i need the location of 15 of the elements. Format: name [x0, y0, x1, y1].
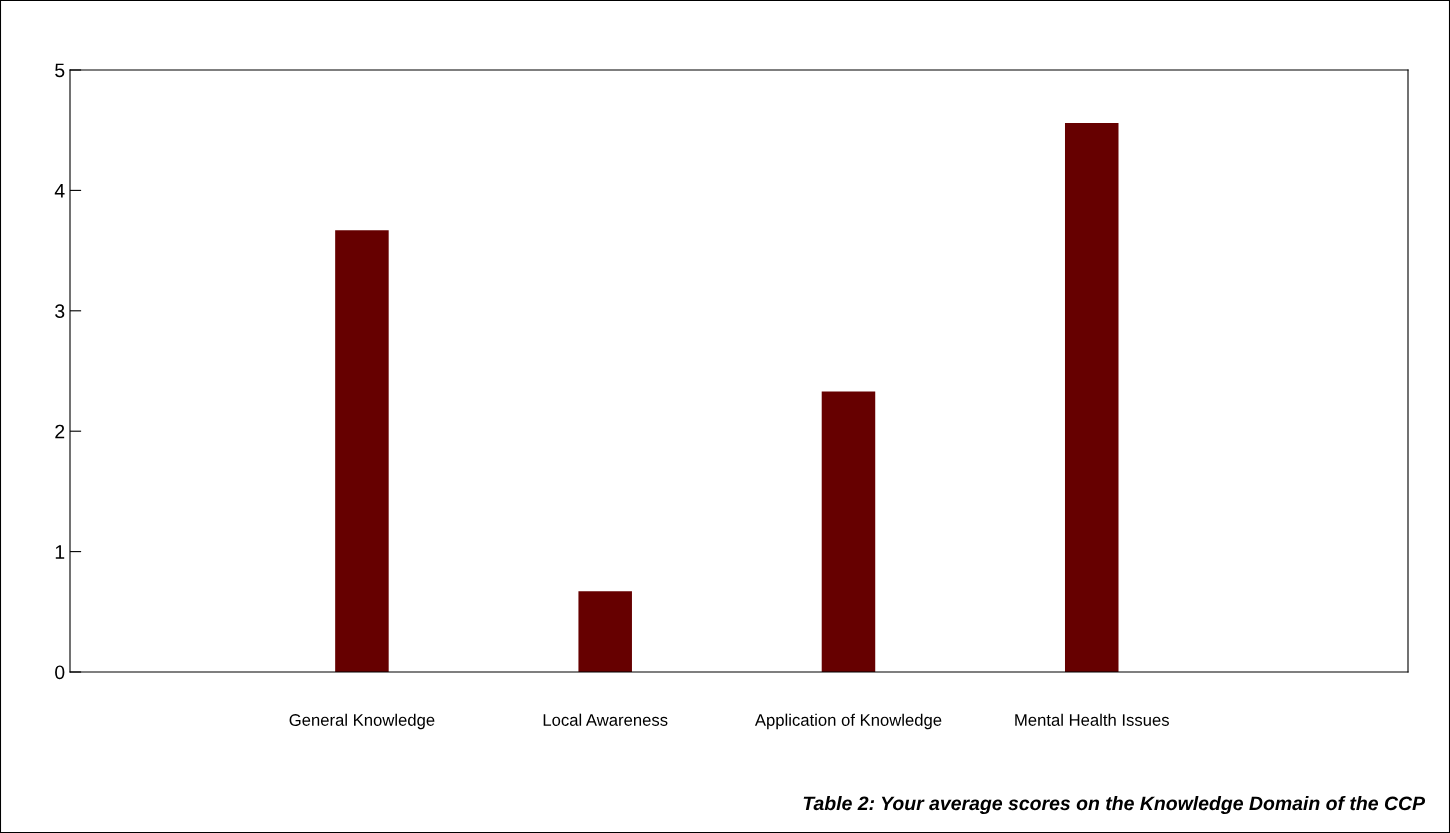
bar: [821, 391, 876, 672]
caption: Table 2: Your average scores on the Knowledge Domain of the CCP: [803, 795, 1426, 815]
bar: [335, 230, 389, 672]
y-tick-label: 3: [55, 304, 65, 319]
bar: [578, 591, 632, 672]
x-tick-label: General Knowledge: [289, 713, 435, 730]
y-tick-label: 0: [55, 665, 65, 680]
y-tick-label: 2: [55, 424, 65, 439]
y-tick-label: 4: [54, 184, 65, 198]
x-tick-label: Local Awareness: [543, 713, 668, 726]
x-tick-label: Application of Knowledge: [754, 713, 942, 730]
y-tick-label: 1: [55, 545, 65, 559]
y-tick-label: 5: [55, 63, 65, 78]
x-tick-label: Mental Health Issues: [1015, 713, 1169, 726]
bar: [1064, 122, 1119, 672]
